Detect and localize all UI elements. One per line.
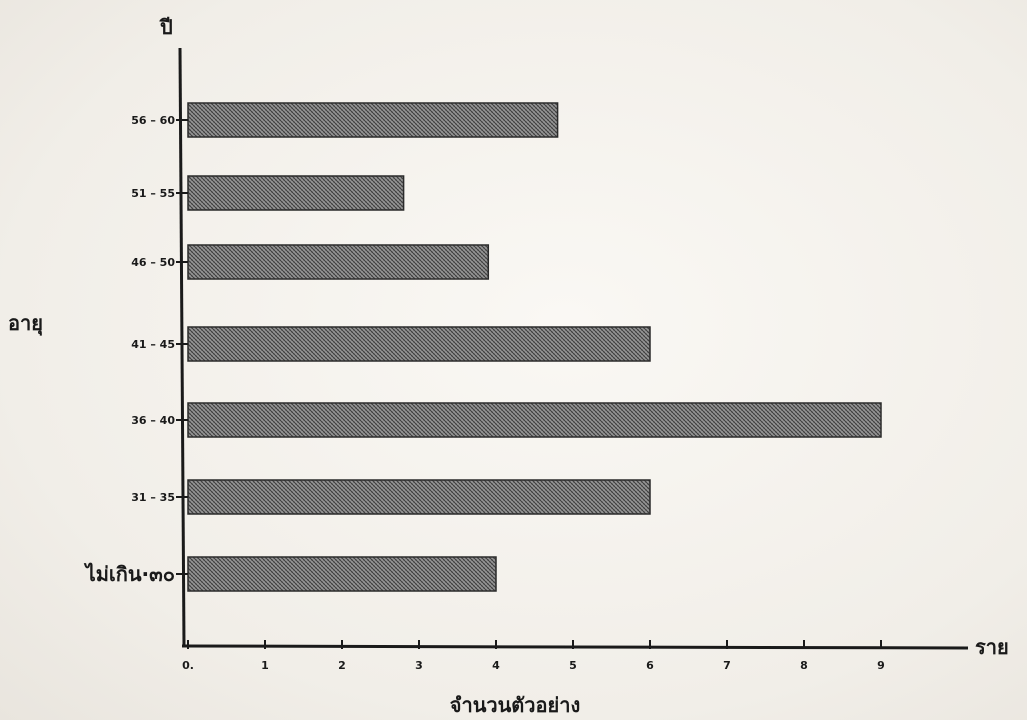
bar-1 (187, 556, 497, 592)
bar-5 (187, 244, 490, 280)
x-tick-label-5: 5 (569, 659, 577, 672)
category-label-3: 36 – 40 (131, 414, 175, 427)
x-tick-label-2: 2 (338, 659, 346, 672)
bar-7 (187, 102, 559, 138)
category-label-1: ไม่เกิน·๓๐ (84, 562, 175, 586)
bar-6 (187, 175, 405, 211)
y-axis-line (178, 47, 186, 647)
bars-layer (187, 102, 882, 592)
x-tick-label-6: 6 (646, 659, 654, 672)
bar-4 (187, 326, 651, 362)
x-axis-title: จำนวนตัวอย่าง (450, 693, 580, 717)
x-tick-label-9: 9 (877, 659, 885, 672)
bar-3 (187, 402, 882, 438)
category-label-2: 31 – 35 (131, 491, 175, 504)
category-label-4: 41 – 45 (131, 338, 175, 351)
x-ticks: 0. 1 2 3 4 5 6 7 8 9 (182, 640, 885, 672)
category-label-7: 56 – 60 (131, 114, 175, 127)
x-axis-unit: ราย (975, 635, 1009, 659)
category-labels: ไม่เกิน·๓๐ 31 – 35 36 – 40 41 – 45 46 – 50 51… (84, 114, 188, 586)
y-axis-title: อายุ (8, 311, 43, 336)
y-axis-unit: ปี (159, 15, 173, 39)
category-label-6: 51 – 55 (131, 187, 175, 200)
bar-2 (187, 479, 651, 515)
x-tick-label-7: 7 (723, 659, 731, 672)
x-tick-label-8: 8 (800, 659, 808, 672)
x-axis-line (181, 644, 969, 650)
x-tick-label-4: 4 (492, 659, 500, 672)
x-tick-label-3: 3 (415, 659, 423, 672)
category-label-5: 46 – 50 (131, 256, 175, 269)
x-tick-label-0: 0. (182, 659, 194, 672)
x-tick-label-1: 1 (261, 659, 269, 672)
